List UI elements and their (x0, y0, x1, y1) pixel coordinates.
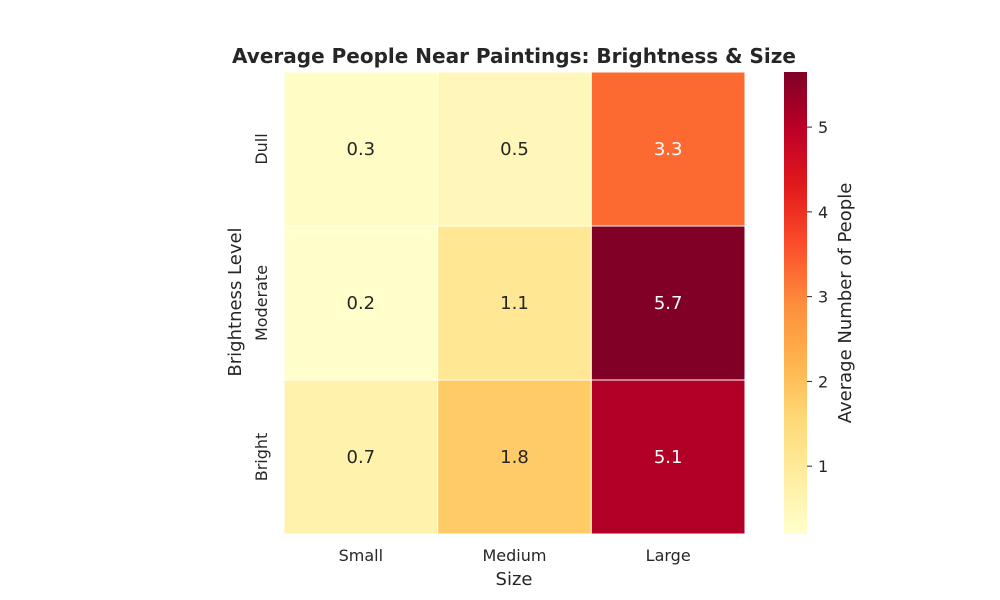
colorbar-tick-label: 2 (818, 372, 828, 391)
heatmap-cell (437, 71, 592, 227)
heatmap-cells: 0.3 0.5 3.3 0.2 1.1 5.7 0.7 1.8 5.1 (283, 71, 746, 535)
colorbar (784, 72, 807, 534)
x-axis-label: Size (496, 569, 533, 590)
cell-value-label: 1.1 (500, 293, 529, 314)
colorbar-tick-label: 4 (818, 203, 828, 222)
y-tick-label: Moderate (252, 265, 271, 341)
heatmap-cell (590, 379, 746, 535)
heatmap-cell (283, 71, 439, 227)
cell-value-label: 1.8 (500, 447, 529, 468)
y-axis-label: Brightness Level (225, 227, 246, 376)
heatmap-cell (283, 225, 439, 381)
heatmap-cell (590, 225, 746, 381)
cell-value-label: 0.2 (347, 293, 376, 314)
colorbar-ticks: 1 2 3 4 5 (807, 118, 828, 476)
colorbar-tick-label: 3 (818, 288, 828, 307)
heatmap-cell (590, 71, 746, 227)
x-tick-label: Medium (483, 546, 547, 565)
heatmap-cell (437, 225, 592, 381)
x-tick-label: Large (646, 546, 691, 565)
heatmap-cell (437, 379, 592, 535)
y-tick-label: Dull (252, 133, 271, 164)
heatmap-cell (283, 379, 439, 535)
x-tick-labels: Small Medium Large (339, 546, 691, 565)
cell-value-label: 3.3 (654, 139, 683, 160)
cell-value-label: 0.7 (347, 447, 376, 468)
y-tick-label: Bright (252, 433, 271, 482)
cell-value-label: 5.7 (654, 293, 683, 314)
cell-value-label: 5.1 (654, 447, 683, 468)
y-tick-labels: Dull Moderate Bright (252, 133, 271, 481)
colorbar-tick-label: 1 (818, 457, 828, 476)
chart-title: Average People Near Paintings: Brightnes… (232, 44, 796, 68)
colorbar-tick-label: 5 (818, 118, 828, 137)
x-tick-label: Small (339, 546, 383, 565)
cell-value-label: 0.5 (500, 139, 529, 160)
colorbar-label: Average Number of People (835, 183, 856, 424)
cell-value-label: 0.3 (347, 139, 376, 160)
